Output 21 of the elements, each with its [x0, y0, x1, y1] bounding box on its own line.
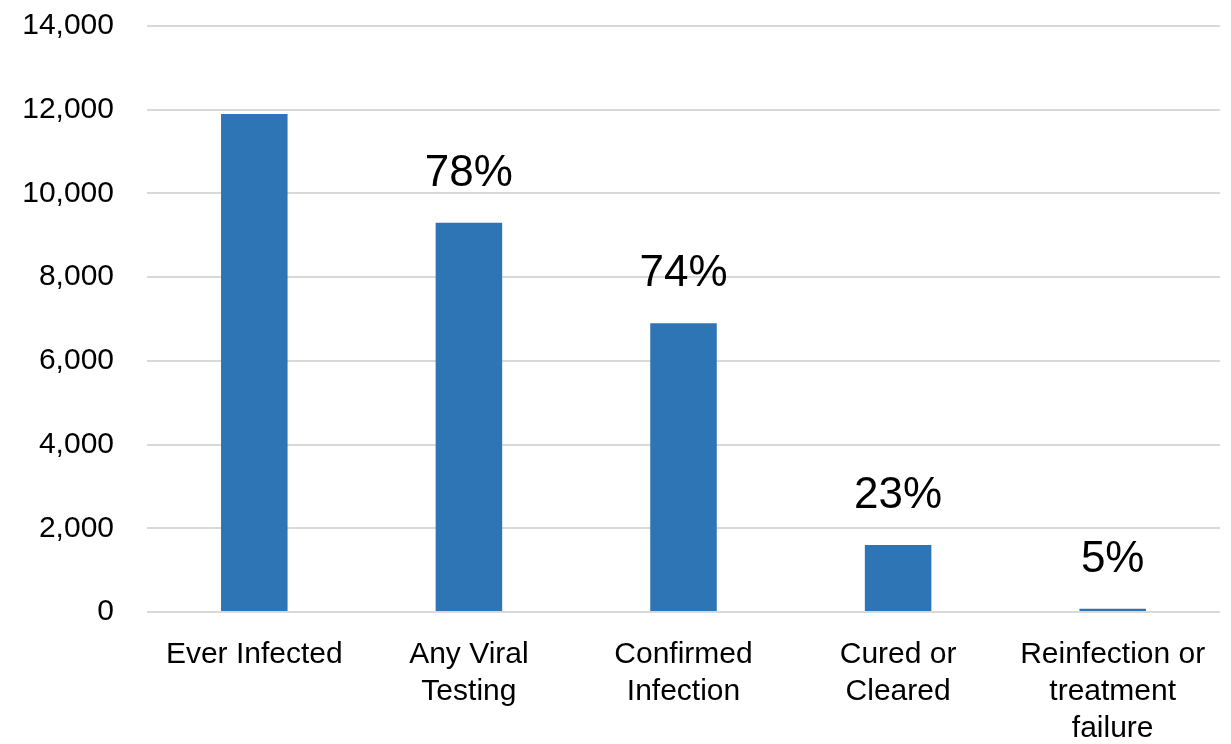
y-tick-label: 0 — [97, 593, 114, 627]
annotation: 23% — [854, 468, 943, 518]
annotation: 5% — [1080, 531, 1145, 581]
x-tick-label: Ever Infected — [165, 635, 343, 669]
x-tick-label: Any Viral Testing — [409, 635, 529, 706]
x-tick-label: Reinfection or treatment failure — [1020, 635, 1206, 743]
y-tick-label: 14,000 — [22, 7, 114, 41]
y-tick-label: 8,000 — [38, 258, 114, 292]
x-tick-label: Confirmed Infection — [614, 635, 753, 706]
annotation: 74% — [639, 246, 728, 296]
y-tick-label: 10,000 — [22, 174, 114, 208]
bar — [650, 323, 717, 611]
bar — [435, 222, 503, 611]
annotation: 78% — [424, 145, 513, 195]
y-tick-label: 12,000 — [22, 90, 114, 124]
y-tick-label: 6,000 — [38, 342, 114, 376]
y-tick-label: 2,000 — [38, 509, 114, 543]
y-tick-label: 4,000 — [38, 425, 114, 459]
bar — [864, 545, 932, 611]
bar — [221, 113, 288, 611]
x-tick-label: Cured or Cleared — [839, 635, 957, 706]
